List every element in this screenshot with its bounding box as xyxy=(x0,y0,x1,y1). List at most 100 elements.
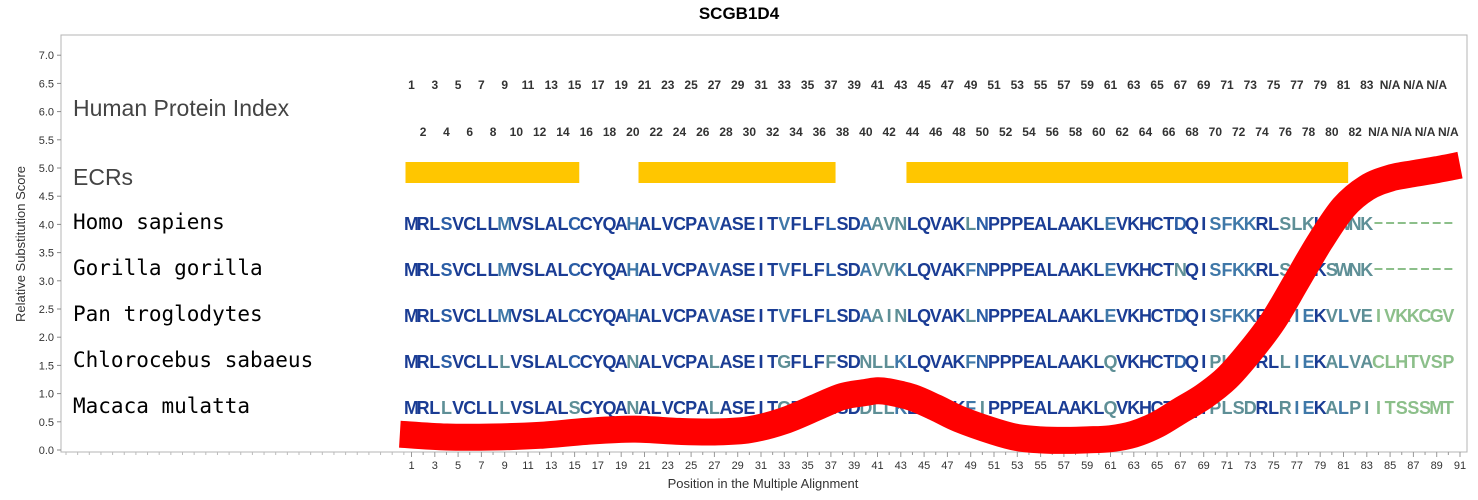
residue: S xyxy=(569,398,581,418)
residue: S xyxy=(522,260,534,280)
residue: H xyxy=(626,214,639,234)
residue: C xyxy=(673,260,686,280)
index-label-top: 47 xyxy=(941,78,955,92)
residue: A xyxy=(1069,214,1082,234)
residue: V xyxy=(708,214,720,234)
residue: Q xyxy=(1103,398,1117,418)
residue: C xyxy=(580,398,593,418)
residue: F xyxy=(814,260,825,280)
species-label: Homo sapiens xyxy=(73,210,225,234)
residue: N xyxy=(976,214,989,234)
index-label-top: 3 xyxy=(431,78,438,92)
residue: K xyxy=(1081,260,1094,280)
residue: Y xyxy=(592,260,604,280)
residue: N xyxy=(626,352,639,372)
y-axis-label: Relative Substitution Score xyxy=(13,166,28,322)
residue: C xyxy=(1151,352,1164,372)
residue: V xyxy=(1116,260,1128,280)
residue: L xyxy=(802,352,813,372)
x-tick-label: 13 xyxy=(545,460,557,472)
residue: I xyxy=(758,306,763,326)
residue: L xyxy=(907,352,918,372)
residue: G xyxy=(1430,306,1444,326)
residue: L xyxy=(557,306,568,326)
residue: A xyxy=(545,398,558,418)
residue: R xyxy=(417,352,430,372)
residue: A xyxy=(638,352,651,372)
residue: S xyxy=(440,352,452,372)
residue: R xyxy=(1255,214,1268,234)
residue: A xyxy=(638,214,651,234)
residue: L xyxy=(1047,306,1058,326)
x-tick-label: 41 xyxy=(871,460,883,472)
residue: E xyxy=(1303,306,1315,326)
residue: K xyxy=(1244,260,1257,280)
index-label-bottom: 12 xyxy=(533,125,547,139)
residue: E xyxy=(1104,260,1116,280)
residue: K xyxy=(1395,306,1408,326)
residue: K xyxy=(953,260,966,280)
residue: C xyxy=(673,352,686,372)
x-tick-label: 61 xyxy=(1104,460,1116,472)
index-label-top: 9 xyxy=(501,78,508,92)
residue: K xyxy=(894,352,907,372)
species-label: Macaca mulatta xyxy=(73,394,250,418)
index-label-bottom: 46 xyxy=(929,125,943,139)
residue: L xyxy=(557,214,568,234)
index-label-top: 43 xyxy=(894,78,908,92)
residue: E xyxy=(1023,214,1035,234)
residue: T xyxy=(767,398,778,418)
residue: V xyxy=(930,306,942,326)
residue: Q xyxy=(1103,352,1117,372)
index-label-bottom: 6 xyxy=(466,125,473,139)
residue: A xyxy=(615,260,628,280)
index-label-top: 57 xyxy=(1057,78,1071,92)
residue: P xyxy=(1000,214,1012,234)
residue: S xyxy=(440,306,452,326)
residue: V xyxy=(452,214,464,234)
row-labels: Human Protein Index ECRs xyxy=(73,95,290,190)
residue: V xyxy=(1116,352,1128,372)
residue: S xyxy=(837,260,849,280)
residue: V xyxy=(1384,306,1396,326)
residue: V xyxy=(930,214,942,234)
y-tick-label: 2.5 xyxy=(39,304,54,316)
residue: A xyxy=(1034,398,1047,418)
residue: I xyxy=(887,306,892,326)
index-label-top: 11 xyxy=(522,78,535,92)
residue: L xyxy=(825,306,836,326)
residue: A xyxy=(638,260,651,280)
residue: L xyxy=(907,214,918,234)
residue: D xyxy=(1174,306,1187,326)
ecr-bar xyxy=(906,162,1349,183)
residue: L xyxy=(907,260,918,280)
residue: I xyxy=(1294,398,1299,418)
index-label-top: 67 xyxy=(1174,78,1188,92)
residue: L xyxy=(1338,398,1349,418)
residue: Q xyxy=(603,352,617,372)
index-label-bottom: 68 xyxy=(1185,125,1199,139)
residue: L xyxy=(802,214,813,234)
residue: I xyxy=(1201,214,1206,234)
residue: K xyxy=(1081,398,1094,418)
residue: A xyxy=(696,306,709,326)
residue: L xyxy=(476,260,487,280)
index-label-top: 39 xyxy=(848,78,862,92)
residue: L xyxy=(907,306,918,326)
residue: F xyxy=(965,260,976,280)
residue: C xyxy=(463,306,476,326)
residue: C xyxy=(673,398,686,418)
residue: M xyxy=(404,260,419,280)
residue: A xyxy=(1057,214,1070,234)
index-label-bottom: 50 xyxy=(976,125,990,139)
residue: L xyxy=(429,398,440,418)
x-tick-label: 21 xyxy=(638,460,650,472)
residue: R xyxy=(1255,398,1268,418)
residue: C xyxy=(1151,306,1164,326)
index-label-bottom: 38 xyxy=(836,125,850,139)
x-tick-label: 75 xyxy=(1267,460,1279,472)
residue: I xyxy=(758,352,763,372)
residue: H xyxy=(1139,260,1152,280)
index-label-bottom: 26 xyxy=(696,125,710,139)
residue: S xyxy=(1419,398,1431,418)
